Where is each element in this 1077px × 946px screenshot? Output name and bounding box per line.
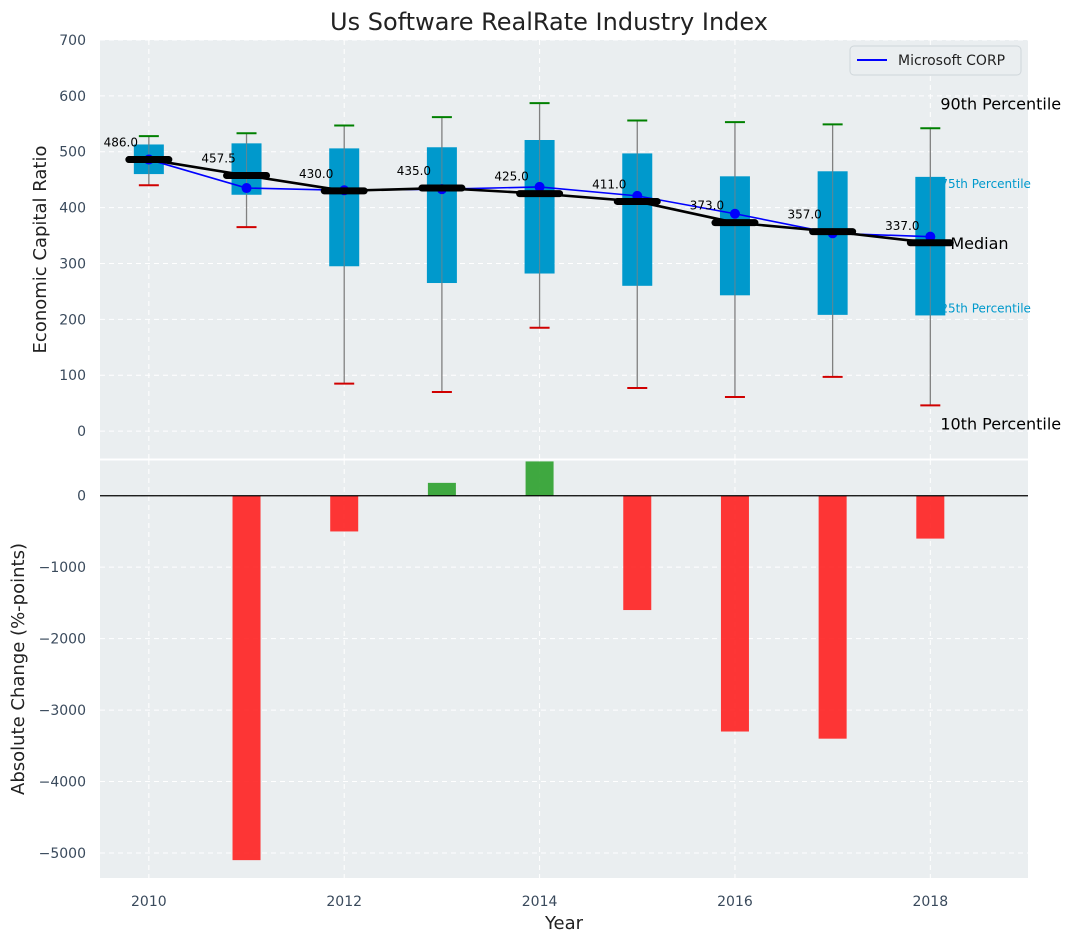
median-value-label: 411.0 [592,177,626,191]
top-plot-area [100,40,1028,459]
median-value-label: 337.0 [885,219,919,233]
top-y-tick-label: 700 [59,33,86,49]
microsoft-point [534,181,545,192]
top-y-tick-label: 200 [59,312,86,328]
top-y-tick-label: 500 [59,145,86,161]
legend: Microsoft CORP [849,45,1022,76]
p10-annotation: 10th Percentile [940,414,1061,433]
x-tick-label: 2018 [912,894,948,910]
bottom-y-tick-label: −3000 [39,703,86,719]
top-y-tick-label: 400 [59,201,86,217]
top-y-tick-label: 100 [59,368,86,384]
bottom-y-tick-label: −5000 [39,846,86,862]
bottom-y-tick-label: −4000 [39,775,86,791]
microsoft-point [729,208,740,219]
p25-annotation: 25th Percentile [940,301,1031,315]
median-annotation: Median [950,234,1008,253]
x-tick-label: 2010 [131,894,167,910]
median-value-label: 357.0 [787,208,821,222]
top-y-tick-label: 600 [59,89,86,105]
legend-label-microsoft: Microsoft CORP [898,53,1005,69]
p75-annotation: 75th Percentile [940,177,1031,191]
x-tick-label: 2016 [717,894,753,910]
median-value-label: 486.0 [104,136,138,150]
x-tick-label: 2012 [326,894,362,910]
top-y-tick-label: 0 [77,424,86,440]
change-bar [525,461,554,496]
change-bar [818,495,847,739]
bottom-y-tick-label: −2000 [39,632,86,648]
top-y-axis-label: Economic Capital Ratio [30,146,51,354]
bottom-y-tick-label: −1000 [39,560,86,576]
x-axis-label: Year [544,913,584,934]
median-value-label: 430.0 [299,167,333,181]
change-bar [623,495,652,611]
chart-title: Us Software RealRate Industry Index [330,8,768,36]
change-bar [427,482,456,496]
bottom-y-axis-label: Absolute Change (%-points) [8,543,29,795]
change-bar [330,495,359,532]
top-y-tick-label: 300 [59,256,86,272]
median-value-label: 425.0 [494,170,528,184]
legend-box [849,45,1022,76]
p90-annotation: 90th Percentile [940,94,1061,113]
microsoft-point [925,231,936,242]
microsoft-point [241,183,252,194]
median-value-label: 457.5 [201,151,235,165]
x-tick-label: 2014 [522,894,558,910]
change-bar [232,495,261,861]
change-bar [720,495,749,732]
change-bar [916,495,945,539]
bottom-y-tick-label: 0 [77,489,86,505]
median-value-label: 373.0 [690,199,724,213]
median-value-label: 435.0 [397,164,431,178]
